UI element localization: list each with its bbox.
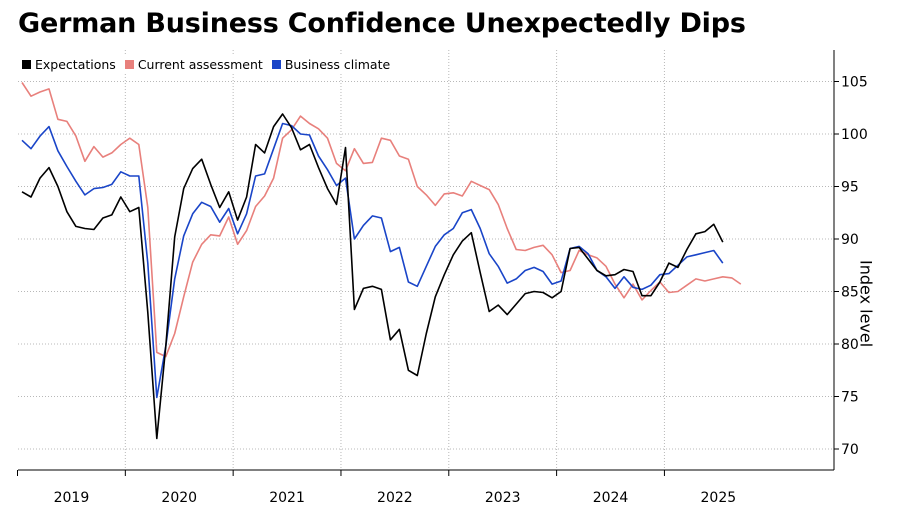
ytick-label-75: 75 <box>841 390 859 406</box>
legend-item-expectations: Expectations <box>22 57 116 72</box>
legend: Expectations Current assessment Business… <box>22 55 406 74</box>
xtick-label-2025: 2025 <box>701 490 737 506</box>
legend-swatch-current-assessment <box>124 60 134 69</box>
legend-label-expectations: Expectations <box>35 57 116 72</box>
ytick-label-85: 85 <box>841 285 859 301</box>
series-lines <box>21 82 742 440</box>
gridlines <box>18 50 834 470</box>
xtick-label-2020: 2020 <box>161 490 197 506</box>
ytick-label-80: 80 <box>841 337 859 353</box>
xtick-label-2024: 2024 <box>593 490 629 506</box>
series-line-expectations <box>21 113 724 440</box>
chart-title: German Business Confidence Unexpectedly … <box>18 8 746 39</box>
xtick-label-2019: 2019 <box>54 490 90 506</box>
legend-label-business-climate: Business climate <box>284 57 391 72</box>
ytick-label-90: 90 <box>841 232 859 248</box>
y-axis-label: Index level <box>856 260 876 348</box>
ytick-label-105: 105 <box>841 75 868 91</box>
legend-item-current-assessment: Current assessment <box>124 57 263 72</box>
xtick-label-2023: 2023 <box>485 490 521 506</box>
series-line-current-assessment <box>21 82 742 358</box>
ytick-label-95: 95 <box>841 180 859 196</box>
series-line-business-climate <box>21 122 724 399</box>
ytick-label-100: 100 <box>841 127 868 143</box>
legend-swatch-expectations <box>22 60 31 69</box>
x-axis: 2019 2020 2021 2022 2023 2024 2025 <box>17 469 834 506</box>
legend-item-business-climate: Business climate <box>271 57 391 72</box>
xtick-label-2021: 2021 <box>269 490 305 506</box>
ytick-label-70: 70 <box>841 442 859 458</box>
y-axis: 70 75 80 85 90 95 100 105 <box>833 50 868 470</box>
xtick-label-2022: 2022 <box>377 490 413 506</box>
legend-label-current-assessment: Current assessment <box>137 57 263 72</box>
legend-swatch-business-climate <box>271 60 281 69</box>
